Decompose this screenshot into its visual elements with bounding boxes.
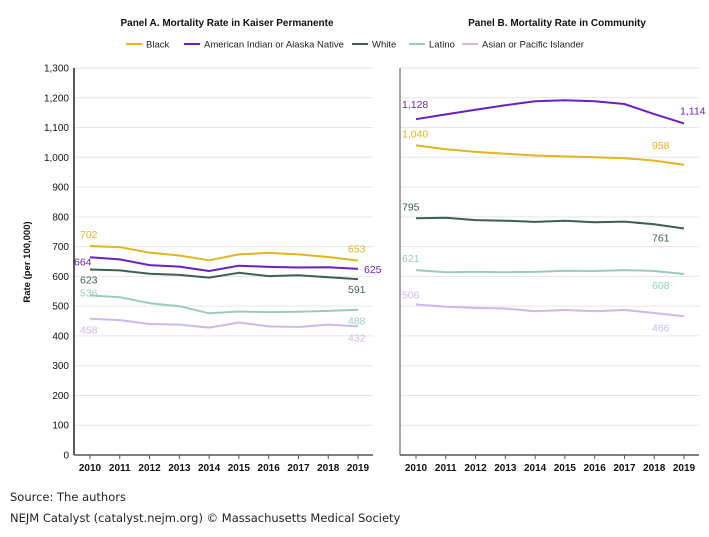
data-label-start: 664 — [74, 256, 92, 268]
series-line-american-indian-or-alaska-native — [89, 256, 359, 272]
source-note: Source: The authors — [10, 490, 126, 504]
data-label-end: 958 — [652, 140, 670, 152]
x-tick-label: 2010 — [405, 463, 428, 474]
y-tick-label: 300 — [52, 361, 69, 372]
data-label-start: 458 — [80, 325, 98, 337]
legend-label-3: Latino — [429, 40, 455, 51]
legend-label-0: Black — [146, 40, 169, 51]
y-tick-label: 500 — [52, 302, 69, 313]
series-line-latino — [89, 294, 359, 315]
x-tick-label: 2014 — [198, 463, 221, 474]
x-tick-label: 2015 — [228, 463, 251, 474]
legend-label-2: White — [372, 40, 396, 51]
y-tick-label: 600 — [52, 272, 69, 283]
panel-b-title: Panel B. Mortality Rate in Community — [468, 18, 646, 29]
data-label-end: 653 — [348, 244, 366, 256]
y-tick-label: 1,100 — [44, 123, 69, 134]
data-label-start: 623 — [80, 275, 98, 287]
y-tick-label: 100 — [52, 421, 69, 432]
x-tick-label: 2011 — [109, 463, 131, 474]
x-tick-label: 2018 — [317, 463, 340, 474]
y-tick-label: 0 — [63, 451, 69, 462]
x-tick-label: 2010 — [79, 463, 102, 474]
series-line-american-indian-or-alaska-native — [415, 99, 685, 125]
x-tick-label: 2019 — [673, 463, 696, 474]
data-label-start: 1,040 — [402, 128, 428, 140]
y-axis-label: Rate (per 100,000) — [22, 221, 33, 302]
data-label-start: 621 — [402, 253, 420, 265]
y-tick-label: 700 — [52, 242, 69, 253]
series-line-asian-or-pacific-islander — [415, 303, 685, 318]
data-label-start: 795 — [402, 201, 420, 213]
x-tick-label: 2017 — [613, 463, 636, 474]
data-label-end: 625 — [364, 264, 382, 276]
x-tick-label: 2017 — [287, 463, 310, 474]
y-tick-label: 800 — [52, 212, 69, 223]
data-label-end: 466 — [652, 322, 670, 334]
x-tick-label: 2013 — [168, 463, 191, 474]
series-line-white — [415, 216, 685, 230]
x-tick-label: 2012 — [464, 463, 487, 474]
series-line-asian-or-pacific-islander — [89, 317, 359, 329]
x-tick-label: 2019 — [347, 463, 370, 474]
y-tick-label: 1,200 — [44, 93, 69, 104]
x-tick-label: 2015 — [554, 463, 577, 474]
legend: Black American Indian or Alaska Native Whi… — [126, 40, 584, 51]
x-tick-label: 2014 — [524, 463, 547, 474]
y-tick-label: 1,300 — [44, 64, 69, 75]
data-label-end: 1,114 — [680, 105, 706, 117]
panel-a-plot: 0 100 200 300 400 500 600 700 800 900 1,000 1,100 1,… — [44, 64, 382, 475]
x-tick-label: 2018 — [643, 463, 666, 474]
legend-label-1: American Indian or Alaska Native — [204, 40, 344, 51]
credit-note: NEJM Catalyst (catalyst.nejm.org) © Mass… — [10, 511, 401, 525]
panel-b-plot: 2010 2011 2012 2013 2014 2015 2016 2017 2018 2019… — [399, 67, 706, 474]
series-line-white — [89, 268, 359, 281]
y-tick-label: 400 — [52, 331, 69, 342]
panel-a-title: Panel A. Mortality Rate in Kaiser Perman… — [120, 18, 333, 29]
data-label-end: 432 — [348, 332, 366, 344]
data-label-end: 761 — [652, 232, 670, 244]
x-tick-label: 2013 — [494, 463, 517, 474]
series-line-black — [415, 144, 685, 166]
data-label-start: 506 — [402, 289, 420, 301]
data-label-end: 488 — [348, 316, 366, 328]
data-label-start: 1,128 — [402, 99, 428, 111]
data-label-start: 536 — [80, 287, 98, 299]
y-tick-label: 200 — [52, 391, 69, 402]
data-label-end: 608 — [652, 280, 670, 292]
x-tick-label: 2016 — [584, 463, 607, 474]
data-label-start: 702 — [80, 229, 98, 241]
x-tick-label: 2011 — [435, 463, 457, 474]
y-tick-label: 1,000 — [44, 153, 69, 164]
series-line-black — [89, 245, 359, 262]
series-line-latino — [415, 269, 685, 275]
x-tick-label: 2016 — [258, 463, 281, 474]
x-tick-label: 2012 — [138, 463, 161, 474]
y-tick-label: 900 — [52, 183, 69, 194]
legend-label-4: Asian or Pacific Islander — [482, 40, 584, 51]
data-label-end: 591 — [348, 284, 366, 296]
